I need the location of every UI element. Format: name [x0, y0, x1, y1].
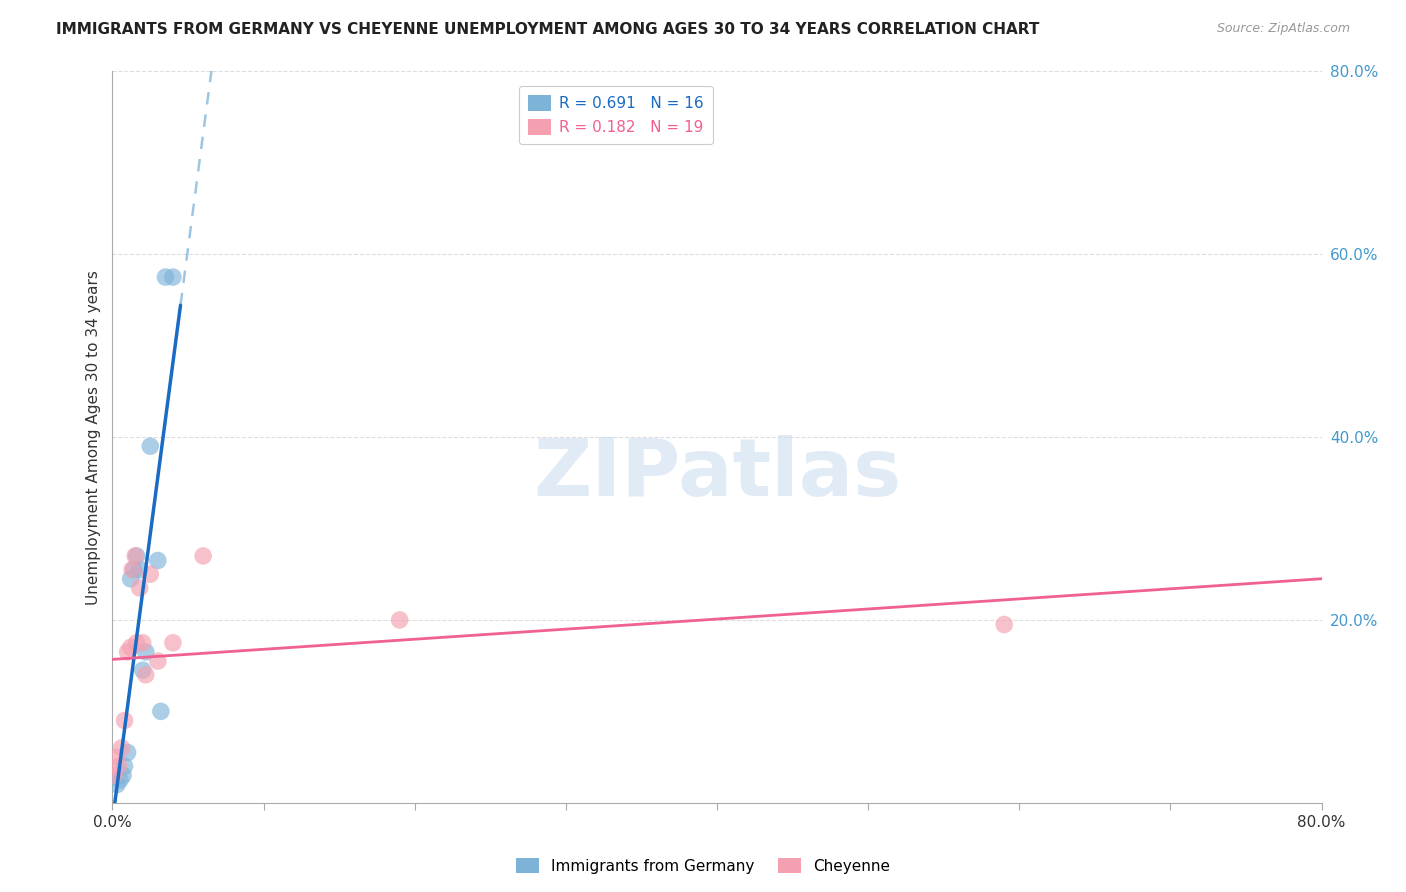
Text: IMMIGRANTS FROM GERMANY VS CHEYENNE UNEMPLOYMENT AMONG AGES 30 TO 34 YEARS CORRE: IMMIGRANTS FROM GERMANY VS CHEYENNE UNEM…	[56, 22, 1039, 37]
Text: ZIPatlas: ZIPatlas	[533, 434, 901, 513]
Point	[105, 778, 128, 792]
Point	[120, 572, 142, 586]
Point	[146, 553, 169, 567]
Point	[125, 549, 148, 563]
Point	[135, 645, 157, 659]
Point	[132, 663, 155, 677]
Point	[162, 636, 184, 650]
Point	[105, 750, 128, 764]
Y-axis label: Unemployment Among Ages 30 to 34 years: Unemployment Among Ages 30 to 34 years	[86, 269, 101, 605]
Point	[132, 636, 155, 650]
Point	[139, 567, 162, 582]
Point	[149, 705, 172, 719]
Point	[103, 768, 125, 782]
Point	[107, 759, 129, 773]
Point	[128, 581, 150, 595]
Point	[121, 563, 143, 577]
Point	[388, 613, 411, 627]
Point	[139, 439, 162, 453]
Point	[117, 645, 139, 659]
Point	[993, 617, 1015, 632]
Point	[124, 549, 146, 563]
Point	[114, 759, 136, 773]
Point	[108, 772, 131, 787]
Legend: Immigrants from Germany, Cheyenne: Immigrants from Germany, Cheyenne	[510, 852, 896, 880]
Point	[162, 270, 184, 285]
Point	[110, 740, 132, 755]
Text: Source: ZipAtlas.com: Source: ZipAtlas.com	[1216, 22, 1350, 36]
Point	[128, 563, 150, 577]
Point	[117, 746, 139, 760]
Legend: R = 0.691   N = 16, R = 0.182   N = 19: R = 0.691 N = 16, R = 0.182 N = 19	[519, 87, 713, 145]
Point	[191, 549, 214, 563]
Point	[125, 636, 148, 650]
Point	[122, 563, 145, 577]
Point	[155, 270, 177, 285]
Point	[114, 714, 136, 728]
Point	[120, 640, 142, 655]
Point	[112, 768, 135, 782]
Point	[135, 667, 157, 681]
Point	[146, 654, 169, 668]
